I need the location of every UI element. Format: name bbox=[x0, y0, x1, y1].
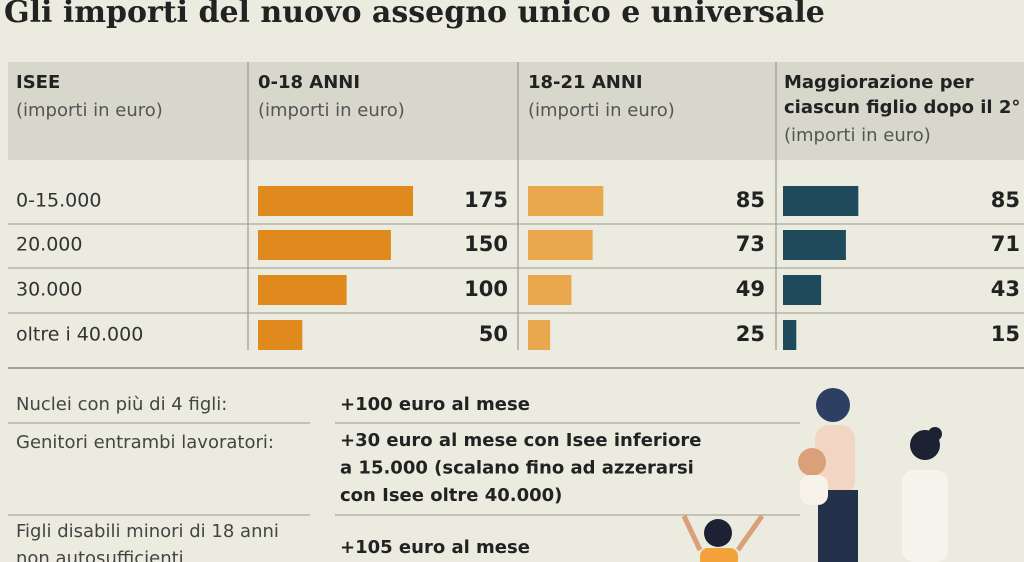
bar bbox=[258, 230, 391, 260]
column-subtitle: (importi in euro) bbox=[784, 125, 931, 146]
note-label: Genitori entrambi lavoratori: bbox=[16, 432, 274, 453]
value-label: 150 bbox=[464, 232, 508, 256]
value-label: 71 bbox=[991, 232, 1020, 256]
column-title: 0-18 ANNI bbox=[258, 72, 360, 93]
bar bbox=[258, 320, 303, 350]
illustration bbox=[681, 388, 948, 562]
note-value: con Isee oltre 40.000) bbox=[340, 485, 562, 506]
isee-label: 30.000 bbox=[16, 279, 82, 301]
note-value: +105 euro al mese bbox=[340, 537, 530, 558]
title: Gli importi del nuovo assegno unico e un… bbox=[4, 0, 825, 30]
value-label: 25 bbox=[736, 322, 765, 346]
value-label: 100 bbox=[464, 277, 508, 301]
bar bbox=[783, 230, 846, 260]
value-label: 15 bbox=[991, 322, 1020, 346]
note-label: non autosufficienti bbox=[16, 548, 184, 562]
bar bbox=[528, 230, 593, 260]
value-label: 73 bbox=[736, 232, 765, 256]
column-title: Maggiorazione per bbox=[784, 72, 974, 93]
note-label: Nuclei con più di 4 figli: bbox=[16, 394, 227, 415]
value-label: 49 bbox=[736, 277, 765, 301]
isee-label: 0-15.000 bbox=[16, 190, 101, 212]
isee-label: 20.000 bbox=[16, 234, 82, 256]
bar bbox=[258, 275, 347, 305]
note-value: +30 euro al mese con Isee inferiore bbox=[340, 430, 701, 451]
header-band bbox=[8, 62, 1024, 160]
value-label: 43 bbox=[991, 277, 1020, 301]
note-value: a 15.000 (scalano fino ad azzerarsi bbox=[340, 458, 694, 479]
value-label: 50 bbox=[479, 322, 508, 346]
bar bbox=[783, 320, 797, 350]
note-value: +100 euro al mese bbox=[340, 394, 530, 415]
bar bbox=[528, 275, 572, 305]
column-title: 18-21 ANNI bbox=[528, 72, 643, 93]
bar bbox=[783, 186, 859, 216]
column-subtitle: (importi in euro) bbox=[528, 100, 675, 121]
value-label: 85 bbox=[736, 188, 765, 212]
bar bbox=[528, 186, 604, 216]
value-label: 85 bbox=[991, 188, 1020, 212]
column-dividers bbox=[247, 62, 777, 350]
bar bbox=[783, 275, 822, 305]
value-label: 175 bbox=[464, 188, 508, 212]
note-label: Figli disabili minori di 18 anni bbox=[16, 521, 279, 542]
bar bbox=[258, 186, 414, 216]
isee-label: oltre i 40.000 bbox=[16, 324, 143, 346]
column-subtitle: (importi in euro) bbox=[16, 100, 163, 121]
bar bbox=[528, 320, 551, 350]
column-title: ISEE bbox=[16, 72, 60, 93]
column-subtitle: (importi in euro) bbox=[258, 100, 405, 121]
column-title: ciascun figlio dopo il 2° bbox=[784, 97, 1020, 118]
